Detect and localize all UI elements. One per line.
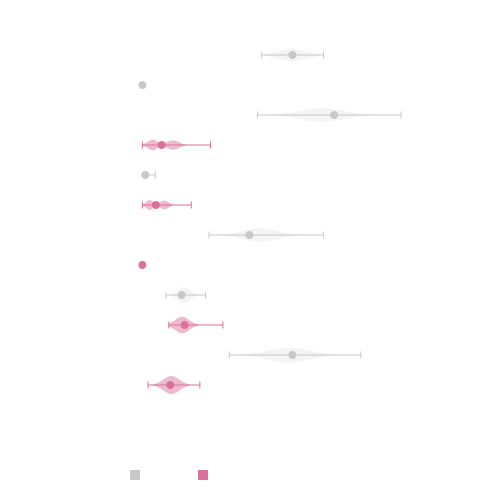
legend-swatch — [130, 470, 140, 480]
violin-row — [256, 108, 402, 122]
violin-row — [141, 199, 192, 211]
violin-row — [165, 287, 207, 303]
mean-marker — [245, 231, 254, 239]
violin-row — [138, 261, 147, 269]
mean-marker — [166, 381, 175, 389]
mean-marker — [288, 51, 297, 59]
violin-row — [141, 139, 211, 151]
legend — [130, 470, 208, 480]
legend-swatch — [198, 470, 208, 480]
violin-row — [168, 316, 224, 334]
mean-marker — [330, 111, 339, 119]
violin-row — [147, 376, 201, 394]
violin-row — [208, 228, 324, 242]
violin-row — [141, 171, 156, 179]
mean-marker — [180, 321, 189, 329]
violin-row — [261, 48, 324, 62]
mean-marker — [138, 261, 147, 269]
legend-entry — [130, 470, 140, 480]
mean-marker — [157, 141, 166, 149]
mean-marker — [138, 81, 147, 89]
violin-plot-area — [138, 48, 402, 394]
mean-marker — [177, 291, 186, 299]
mean-marker — [288, 351, 297, 359]
legend-entry — [198, 470, 208, 480]
violin-row — [228, 347, 362, 363]
mean-marker — [141, 171, 150, 179]
violin-row — [138, 81, 147, 89]
mean-marker — [151, 201, 160, 209]
